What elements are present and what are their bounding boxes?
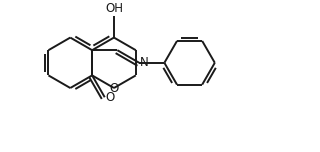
Text: N: N [140, 56, 149, 69]
Text: O: O [109, 81, 119, 95]
Text: OH: OH [105, 2, 123, 15]
Text: O: O [106, 91, 115, 104]
